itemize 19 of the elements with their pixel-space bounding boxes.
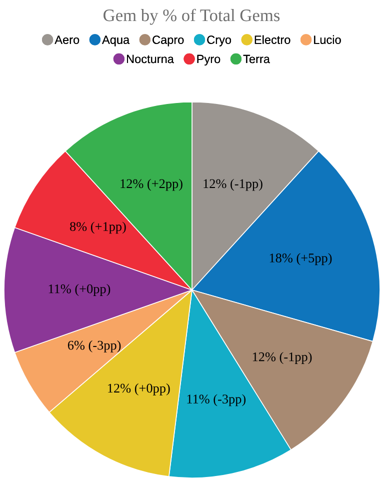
data-label: 18% (+5pp) [270,253,332,266]
legend-label: Capro [152,36,184,46]
data-label: 8% (+1pp) [70,222,126,234]
data-label: 11% (+0pp) [48,284,110,296]
legend-label: Nocturna [127,54,174,64]
legend-label: Electro [254,35,290,44]
legend-label: Aqua [102,36,130,46]
data-label: 6% (-3pp) [68,340,121,352]
legend-label: Lucio [314,35,341,44]
data-label: 12% (-1pp) [204,178,262,191]
legend-label: Pyro [197,54,220,66]
data-label: 12% (-1pp) [252,352,312,364]
chart-title: Gem by % of Total Gems [104,8,280,25]
legend-label: Aero [54,36,80,44]
data-label: 12% (+2pp) [120,178,182,191]
legend-label: Terra [243,54,270,64]
data-label: 12% (+0pp) [108,383,170,396]
legend-label: Cryo [207,36,232,46]
data-label: 11% (-3pp) [187,394,246,406]
